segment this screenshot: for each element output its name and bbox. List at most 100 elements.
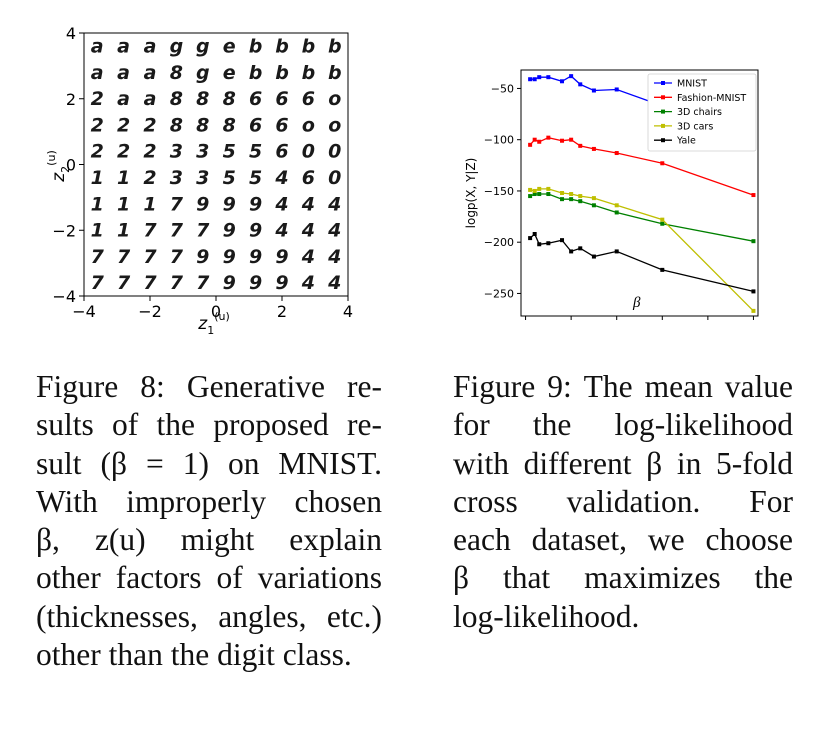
- data-point: [614, 87, 619, 92]
- data-point: [560, 138, 565, 143]
- digit-cell: 8: [223, 88, 236, 110]
- y-tick-label: −100: [484, 134, 514, 147]
- caption-line: Figure 9: The mean value: [453, 369, 793, 404]
- digit-cell: b: [249, 35, 263, 57]
- digit-cell: a: [117, 35, 130, 57]
- data-point: [569, 192, 574, 197]
- x-tick-label: 4: [343, 302, 353, 321]
- digit-cell: 2: [91, 114, 104, 136]
- digit-cell: 7: [170, 272, 184, 294]
- digit-cell: 6: [302, 88, 315, 110]
- digit-cell: 1: [91, 167, 104, 189]
- data-point: [537, 75, 542, 80]
- legend-marker: [661, 138, 665, 143]
- y-tick-label: 4: [66, 24, 76, 43]
- digit-cell: 6: [302, 167, 315, 189]
- digit-cell: b: [328, 35, 342, 57]
- digit-cell: a: [117, 88, 130, 110]
- digit-cell: 4: [327, 220, 341, 242]
- caption-line: each dataset, we choose: [453, 522, 793, 558]
- caption-line: cross validation. For: [453, 483, 793, 519]
- digit-cell: 7: [143, 272, 157, 294]
- digit-cell: 4: [274, 193, 288, 215]
- digit-cell: 4: [327, 193, 341, 215]
- caption-line: log-likelihood.: [453, 598, 640, 634]
- data-point: [546, 192, 551, 197]
- data-point: [591, 203, 596, 208]
- digit-cell: 7: [91, 246, 105, 268]
- legend-label: Fashion-MNIST: [677, 93, 746, 104]
- data-point: [578, 194, 583, 199]
- legend-marker: [661, 95, 665, 100]
- data-point: [614, 249, 619, 254]
- digit-cell: 0: [328, 141, 341, 163]
- digit-cell: g: [196, 35, 210, 57]
- digit-cell: 2: [91, 141, 104, 163]
- y-axis-label: z2(u): [45, 150, 72, 183]
- digit-cell: 4: [301, 272, 315, 294]
- y-tick-label: −150: [484, 185, 514, 198]
- data-point: [751, 239, 756, 244]
- y-tick-label: −4: [52, 287, 76, 306]
- digit-cell: 9: [223, 193, 236, 215]
- digit-cell: 6: [249, 88, 262, 110]
- digit-cell: 7: [117, 246, 131, 268]
- data-point: [560, 79, 565, 84]
- data-point: [560, 191, 565, 195]
- digit-cell: b: [302, 35, 316, 57]
- digit-cell: 1: [117, 193, 130, 215]
- data-point: [532, 232, 537, 236]
- data-point: [660, 217, 665, 222]
- digit-cell: 9: [249, 220, 262, 242]
- digit-cell: 7: [143, 246, 157, 268]
- digit-cell: 9: [275, 246, 288, 268]
- digit-cell: 9: [196, 246, 209, 268]
- data-point: [751, 193, 756, 198]
- digit-cell: 1: [91, 220, 104, 242]
- data-point: [751, 308, 756, 313]
- x-tick-label: 2: [277, 302, 287, 321]
- digit-cell: 8: [196, 88, 209, 110]
- digit-cell: 8: [223, 114, 236, 136]
- data-point: [528, 77, 533, 82]
- data-point: [660, 161, 665, 166]
- figure-9-chart: 01020304050 −50 −100 −150 −200 −250 MNIST Fas…: [464, 69, 759, 320]
- y-axis-ticks: −50 −100 −150 −200 −250: [484, 82, 521, 300]
- digit-cell: a: [91, 35, 104, 57]
- digit-cell: e: [223, 62, 236, 84]
- digit-cell: 0: [302, 141, 315, 163]
- data-point: [546, 241, 551, 246]
- data-point: [751, 289, 756, 294]
- data-point: [578, 199, 583, 204]
- digit-cell: 5: [223, 141, 236, 163]
- digit-cell: 8: [170, 62, 183, 84]
- digit-cell: b: [275, 62, 289, 84]
- digit-cell: 1: [91, 193, 104, 215]
- digit-cell: a: [144, 35, 157, 57]
- x-axis-ticks: −4 −2 0 2 4: [72, 296, 353, 321]
- digit-cell: 8: [170, 114, 183, 136]
- figure-8-caption: Figure 8: Generative re-sults of the proposed r…: [36, 368, 382, 674]
- digit-cell: 2: [91, 88, 104, 110]
- digit-cell: 2: [117, 141, 130, 163]
- y-tick-label: 0: [66, 156, 76, 175]
- data-point: [569, 197, 574, 202]
- x-tick-label: −4: [72, 302, 96, 321]
- digit-cell: e: [223, 35, 236, 57]
- legend-label: 3D chairs: [677, 107, 722, 118]
- figure-9-caption: Figure 9: The mean value for the log-likelihood…: [453, 368, 793, 636]
- digit-cell: 4: [327, 272, 341, 294]
- data-point: [578, 143, 583, 148]
- digit-cell: 6: [275, 114, 288, 136]
- x-tick-label: 0: [211, 302, 221, 321]
- digit-cell: 1: [117, 220, 130, 242]
- caption-line: Figure 8: Generative re-: [36, 369, 382, 404]
- data-point: [569, 249, 574, 254]
- legend-marker: [661, 109, 665, 114]
- data-point: [660, 221, 665, 226]
- digit-cell: 7: [170, 220, 184, 242]
- digit-cell: 8: [170, 88, 183, 110]
- series-line: [529, 232, 754, 293]
- caption-line: with different β in 5-fold: [453, 445, 793, 481]
- digit-cell: 9: [249, 193, 262, 215]
